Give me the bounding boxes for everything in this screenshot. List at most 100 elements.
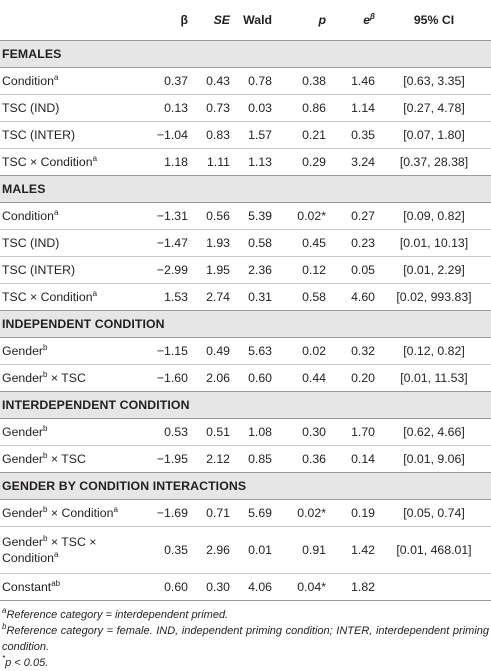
cell-p: 0.29 <box>274 148 328 176</box>
cell-p: 0.21 <box>274 121 328 149</box>
cell-p: 0.86 <box>274 94 328 122</box>
table-body: FEMALES Conditiona 0.37 0.43 0.78 0.38 1.46 [0.… <box>0 40 491 601</box>
table-row: Conditiona −1.31 0.56 5.39 0.02* 0.27 [0.09, 0… <box>0 202 491 230</box>
row-label: Genderb × TSC <box>0 364 132 392</box>
cell-wald: 0.78 <box>232 67 274 95</box>
row-label: Conditiona <box>0 202 132 230</box>
table-row: Genderb −1.15 0.49 5.63 0.02 0.32 [0.12, 0.82] <box>0 337 491 365</box>
section-header: FEMALES <box>0 40 491 68</box>
cell-wald: 1.13 <box>232 148 274 176</box>
cell-beta: 0.53 <box>132 418 190 446</box>
cell-se: 0.83 <box>190 121 232 149</box>
header-p: p <box>274 0 328 41</box>
cell-e-beta: 1.82 <box>328 573 377 601</box>
cell-e-beta: 1.46 <box>328 67 377 95</box>
table-row: TSC × Conditiona 1.53 2.74 0.31 0.58 4.60 [0.0… <box>0 283 491 311</box>
row-label: TSC × Conditiona <box>0 283 132 311</box>
cell-beta: 0.60 <box>132 573 190 601</box>
cell-beta: 0.37 <box>132 67 190 95</box>
cell-beta: −1.15 <box>132 337 190 365</box>
cell-beta: 0.13 <box>132 94 190 122</box>
row-label: TSC (INTER) <box>0 121 132 149</box>
cell-se: 0.51 <box>190 418 232 446</box>
cell-ci: [0.05, 0.74] <box>377 499 491 527</box>
cell-ci: [0.01, 2.29] <box>377 256 491 284</box>
table-row: TSC (INTER) −2.99 1.95 2.36 0.12 0.05 [0.01, 2… <box>0 256 491 284</box>
row-label: Conditiona <box>0 67 132 95</box>
row-label: Genderb × TSC <box>0 445 132 473</box>
cell-se: 2.74 <box>190 283 232 311</box>
cell-p: 0.45 <box>274 229 328 257</box>
cell-p: 0.30 <box>274 418 328 446</box>
cell-ci: [0.01, 9.06] <box>377 445 491 473</box>
cell-beta: −1.04 <box>132 121 190 149</box>
row-label: Constantab <box>0 573 132 601</box>
row-label: Genderb × Conditiona <box>0 499 132 527</box>
cell-se: 0.43 <box>190 67 232 95</box>
table-row: TSC (IND) −1.47 1.93 0.58 0.45 0.23 [0.01, 10.… <box>0 229 491 257</box>
cell-ci: [0.37, 28.38] <box>377 148 491 176</box>
cell-wald: 4.06 <box>232 573 274 601</box>
cell-p: 0.91 <box>274 526 328 574</box>
cell-beta: 1.18 <box>132 148 190 176</box>
cell-se: 0.56 <box>190 202 232 230</box>
table-footnotes: aReference category = interdependent pri… <box>0 601 491 671</box>
table-row: Constantab 0.60 0.30 4.06 0.04* 1.82 <box>0 573 491 601</box>
cell-wald: 5.63 <box>232 337 274 365</box>
cell-wald: 0.85 <box>232 445 274 473</box>
cell-wald: 0.03 <box>232 94 274 122</box>
table-row: Genderb × TSC −1.60 2.06 0.60 0.44 0.20 [0.01,… <box>0 364 491 392</box>
cell-ci: [0.63, 3.35] <box>377 67 491 95</box>
cell-e-beta: 0.05 <box>328 256 377 284</box>
cell-p: 0.44 <box>274 364 328 392</box>
cell-beta: −1.95 <box>132 445 190 473</box>
cell-e-beta: 1.42 <box>328 526 377 574</box>
cell-ci <box>377 573 491 601</box>
cell-p: 0.58 <box>274 283 328 311</box>
section-header: GENDER BY CONDITION INTERACTIONS <box>0 472 491 500</box>
row-label: TSC × Conditiona <box>0 148 132 176</box>
row-label: TSC (INTER) <box>0 256 132 284</box>
header-beta: β <box>132 0 190 41</box>
cell-e-beta: 0.20 <box>328 364 377 392</box>
cell-se: 0.71 <box>190 499 232 527</box>
cell-e-beta: 0.14 <box>328 445 377 473</box>
section-title: FEMALES <box>0 40 491 68</box>
cell-se: 0.49 <box>190 337 232 365</box>
cell-wald: 1.57 <box>232 121 274 149</box>
cell-ci: [0.07, 1.80] <box>377 121 491 149</box>
cell-beta: 0.35 <box>132 526 190 574</box>
cell-wald: 0.60 <box>232 364 274 392</box>
cell-beta: −1.60 <box>132 364 190 392</box>
cell-wald: 2.36 <box>232 256 274 284</box>
cell-p: 0.38 <box>274 67 328 95</box>
cell-p: 0.12 <box>274 256 328 284</box>
cell-se: 0.30 <box>190 573 232 601</box>
table-row: Genderb × TSC −1.95 2.12 0.85 0.36 0.14 [0.01,… <box>0 445 491 473</box>
header-label <box>0 0 132 41</box>
regression-table: β SE Wald p eβ 95% CI FEMALES Conditiona 0… <box>0 0 491 601</box>
cell-p: 0.02* <box>274 202 328 230</box>
row-label: Genderb × TSC × Conditiona <box>0 526 132 574</box>
table-row: Genderb 0.53 0.51 1.08 0.30 1.70 [0.62, 4.66] <box>0 418 491 446</box>
cell-se: 1.93 <box>190 229 232 257</box>
cell-ci: [0.62, 4.66] <box>377 418 491 446</box>
cell-wald: 5.69 <box>232 499 274 527</box>
cell-wald: 0.58 <box>232 229 274 257</box>
cell-beta: −1.69 <box>132 499 190 527</box>
header-ci: 95% CI <box>377 0 491 41</box>
section-header: INDEPENDENT CONDITION <box>0 310 491 338</box>
header-se: SE <box>190 0 232 41</box>
header-wald: Wald <box>232 0 274 41</box>
cell-p: 0.36 <box>274 445 328 473</box>
cell-se: 0.73 <box>190 94 232 122</box>
cell-e-beta: 4.60 <box>328 283 377 311</box>
table-row: Genderb × Conditiona −1.69 0.71 5.69 0.02* 0.… <box>0 499 491 527</box>
header-e-beta: eβ <box>328 0 377 41</box>
header-row: β SE Wald p eβ 95% CI <box>0 0 491 41</box>
row-label: TSC (IND) <box>0 94 132 122</box>
cell-e-beta: 0.19 <box>328 499 377 527</box>
footnote: bReference category = female. IND, indep… <box>2 622 489 654</box>
footnote: aReference category = interdependent pri… <box>2 606 229 622</box>
section-title: INDEPENDENT CONDITION <box>0 310 491 338</box>
